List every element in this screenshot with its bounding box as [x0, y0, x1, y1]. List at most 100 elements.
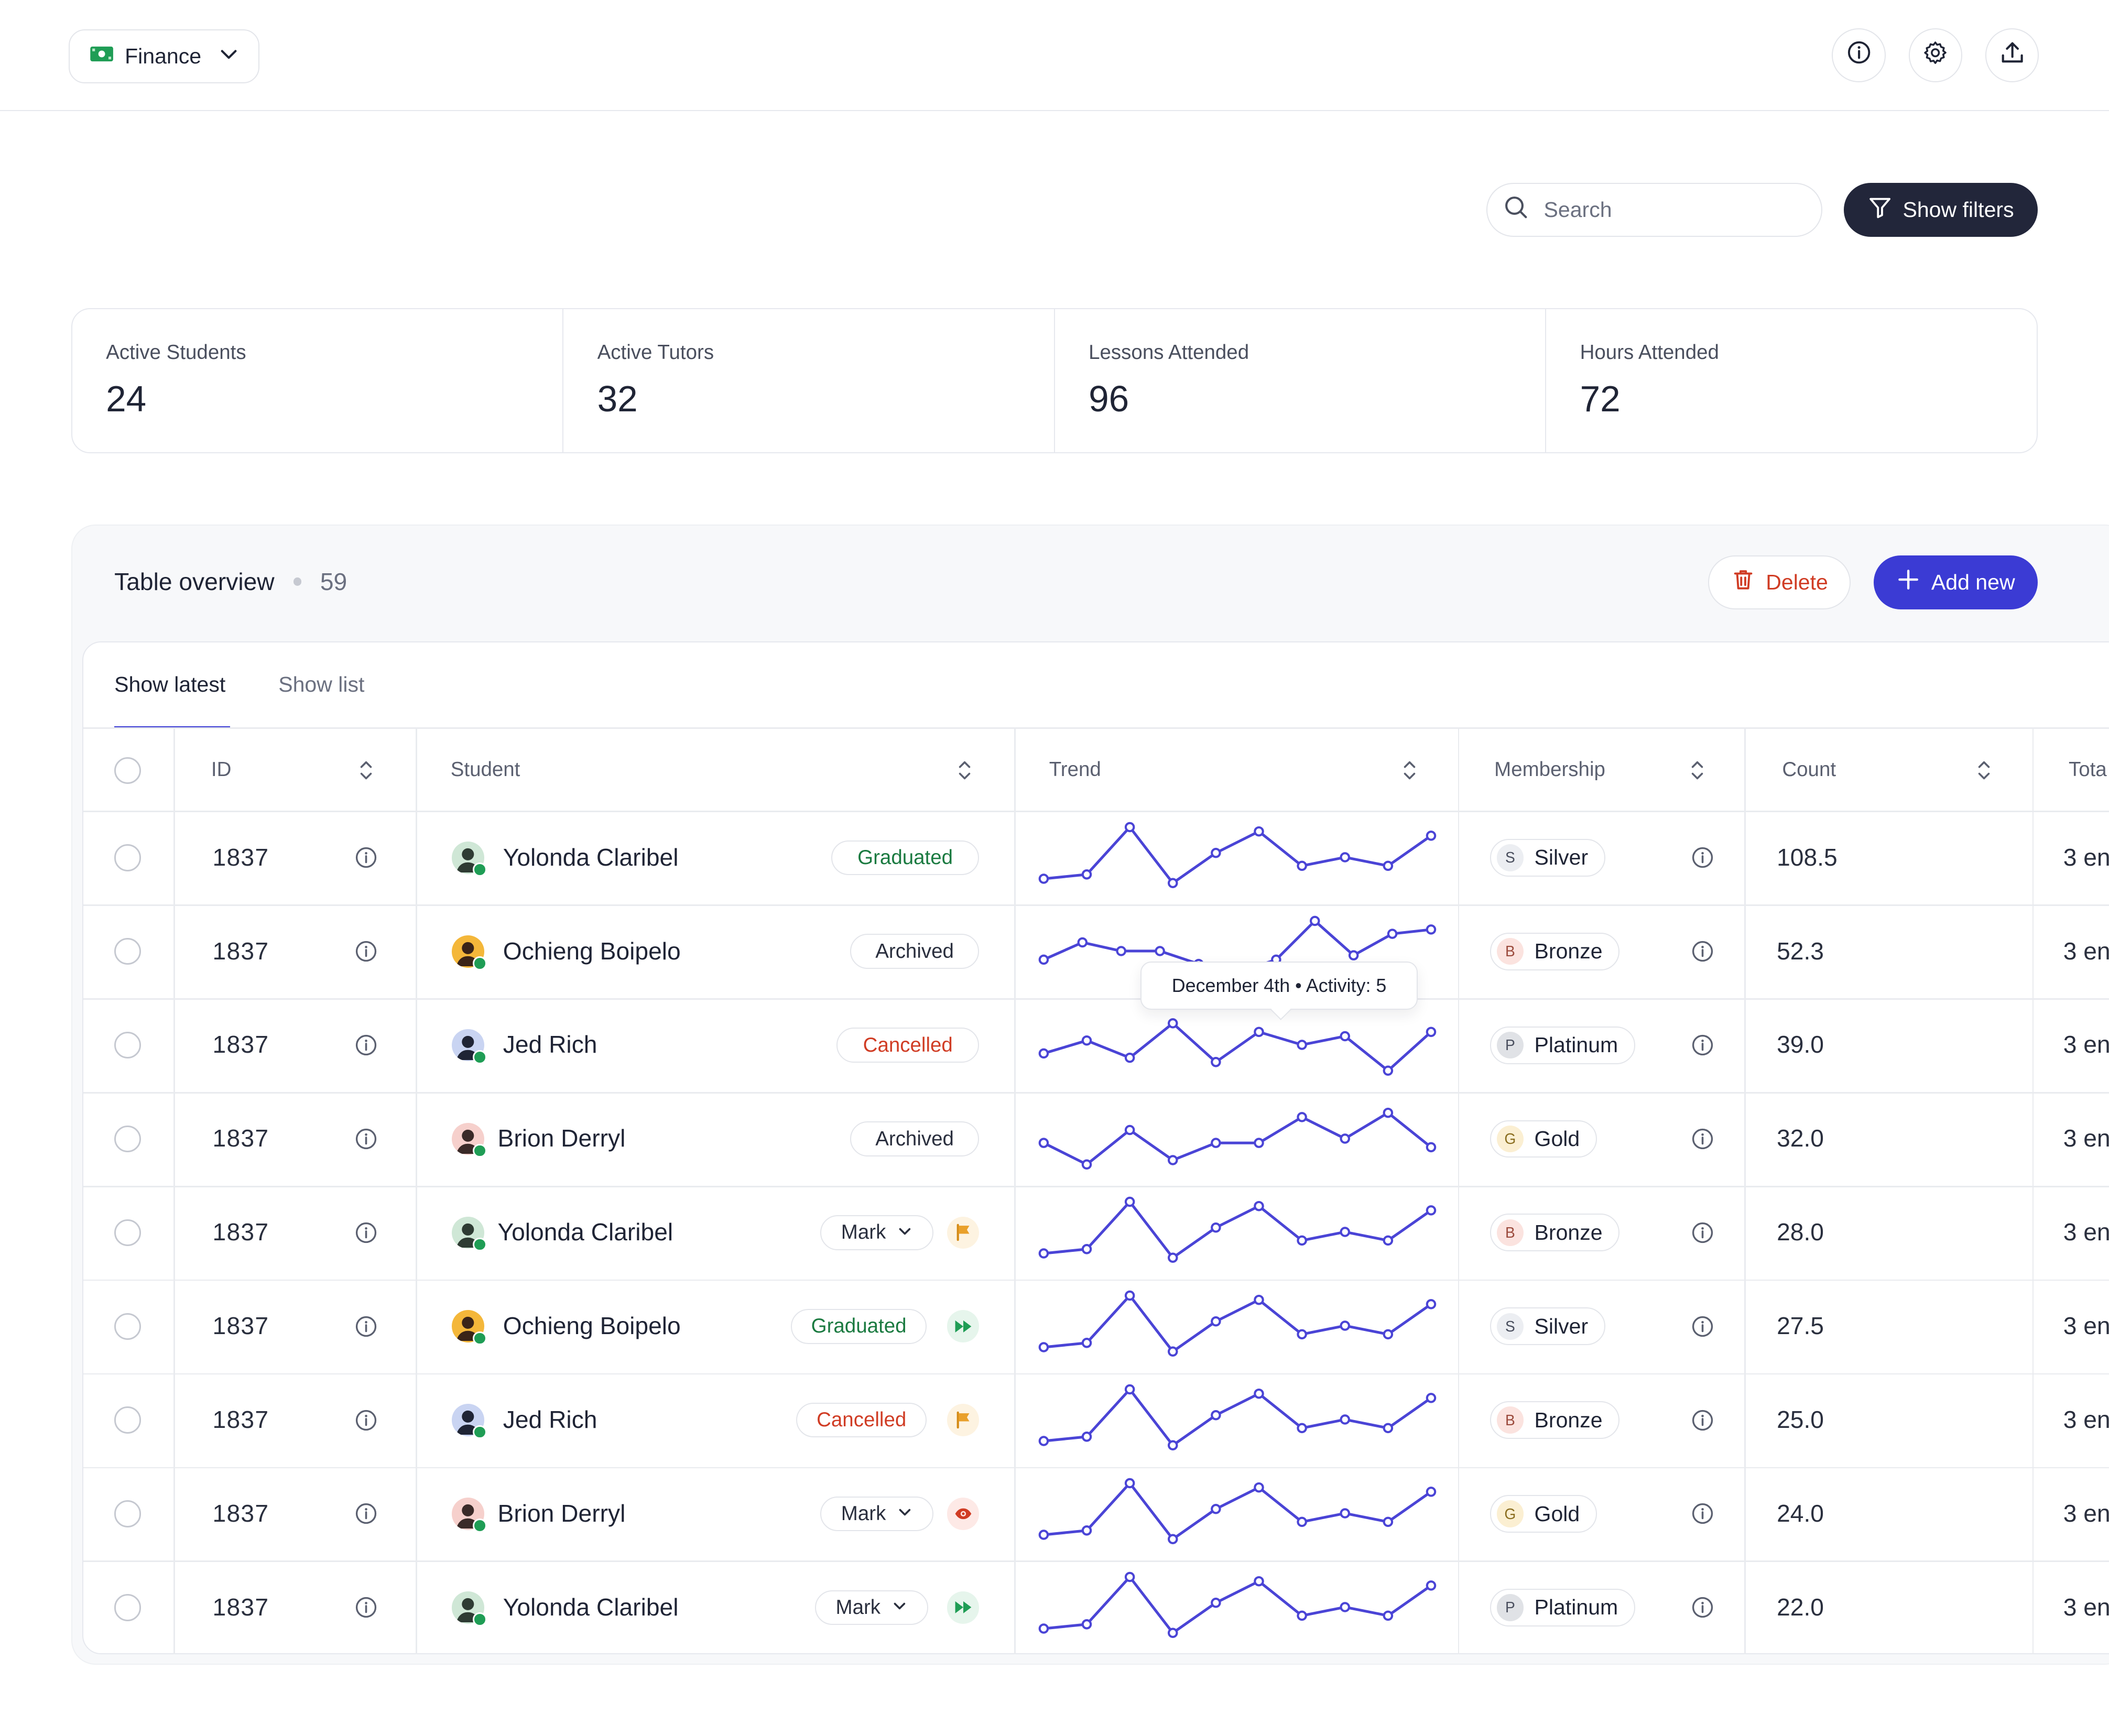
settings-button[interactable] — [1908, 28, 1963, 82]
student-name[interactable]: Ochieng Boipelo — [503, 1312, 681, 1340]
count-value: 39.0 — [1777, 1031, 1824, 1058]
avatar — [452, 1216, 487, 1252]
eye-icon[interactable] — [947, 1498, 980, 1530]
info-icon[interactable] — [1692, 1316, 1713, 1337]
column-header-count[interactable]: Count — [1782, 758, 1836, 781]
trend-point — [1383, 1329, 1394, 1340]
info-icon[interactable] — [355, 847, 377, 868]
trend-point — [1383, 1610, 1394, 1621]
mark-dropdown[interactable]: Mark — [815, 1590, 928, 1625]
stat-label: Active Students — [106, 341, 246, 364]
info-icon[interactable] — [355, 1503, 377, 1524]
student-name[interactable]: Jed Rich — [503, 1405, 597, 1433]
trend-sparkline[interactable] — [1036, 1099, 1439, 1180]
info-icon[interactable] — [1692, 1597, 1713, 1618]
mark-dropdown[interactable]: Mark — [820, 1215, 933, 1250]
info-icon[interactable] — [355, 1222, 377, 1243]
fast-forward-icon[interactable] — [947, 1591, 980, 1624]
info-icon[interactable] — [355, 1410, 377, 1431]
row-checkbox[interactable] — [114, 1594, 142, 1621]
mark-label: Mark — [841, 1502, 886, 1525]
mark-dropdown[interactable]: Mark — [820, 1496, 933, 1532]
row-checkbox[interactable] — [114, 1219, 142, 1247]
tab-show-latest[interactable]: Show latest — [114, 672, 226, 697]
tab-show-list[interactable]: Show list — [278, 672, 365, 697]
sort-icon[interactable] — [954, 758, 975, 788]
delete-button[interactable]: Delete — [1708, 555, 1851, 609]
trend-sparkline[interactable] — [1036, 1567, 1439, 1648]
trend-sparkline[interactable] — [1036, 1380, 1439, 1460]
trend-point — [1168, 1534, 1178, 1545]
stat-lessons-attended: Lessons Attended 96 — [1055, 309, 1547, 452]
count-value: 28.0 — [1777, 1218, 1824, 1246]
row-checkbox[interactable] — [114, 938, 142, 965]
info-icon[interactable] — [355, 941, 377, 962]
add-new-button[interactable]: Add new — [1873, 555, 2038, 609]
info-icon[interactable] — [355, 1128, 377, 1150]
info-button[interactable] — [1832, 28, 1886, 82]
info-icon[interactable] — [1692, 1222, 1713, 1243]
student-name[interactable]: Yolonda Claribel — [503, 843, 679, 871]
student-name[interactable]: Yolonda Claribel — [503, 1593, 679, 1621]
show-filters-button[interactable]: Show filters — [1844, 183, 2038, 237]
trend-point — [1340, 1414, 1351, 1425]
student-name[interactable]: Jed Rich — [503, 1031, 597, 1058]
trend-point — [1254, 1576, 1264, 1587]
column-header-trend[interactable]: Trend — [1049, 758, 1101, 781]
trend-point — [1310, 915, 1320, 926]
row-checkbox[interactable] — [114, 1031, 142, 1059]
info-icon[interactable] — [1692, 1034, 1713, 1056]
trend-point — [1124, 822, 1135, 833]
row-checkbox[interactable] — [114, 1125, 142, 1153]
column-header-membership[interactable]: Membership — [1494, 758, 1605, 781]
student-name[interactable]: Brion Derryl — [497, 1124, 626, 1152]
search-box[interactable] — [1486, 183, 1823, 237]
student-name[interactable]: Ochieng Boipelo — [503, 937, 681, 965]
column-header-total[interactable]: Tota — [2068, 758, 2107, 781]
student-name[interactable]: Yolonda Claribel — [497, 1218, 673, 1246]
trend-point — [1348, 950, 1359, 960]
info-icon[interactable] — [1692, 1503, 1713, 1524]
info-icon[interactable] — [355, 1034, 377, 1056]
trend-sparkline[interactable] — [1036, 1473, 1439, 1554]
trend-sparkline[interactable] — [1036, 1192, 1439, 1273]
trend-point — [1081, 1525, 1092, 1536]
student-name[interactable]: Brion Derryl — [497, 1499, 626, 1527]
tier-initial: P — [1496, 1031, 1524, 1059]
export-button[interactable] — [1985, 28, 2039, 82]
status-badge: Cancelled — [796, 1402, 927, 1438]
row-checkbox[interactable] — [114, 1406, 142, 1434]
trend-sparkline[interactable] — [1036, 1005, 1439, 1086]
membership-label: Platinum — [1534, 1033, 1618, 1057]
sort-icon[interactable] — [1399, 758, 1420, 788]
row-checkbox[interactable] — [114, 1500, 142, 1527]
row-checkbox[interactable] — [114, 844, 142, 871]
info-icon[interactable] — [355, 1597, 377, 1618]
trend-point — [1081, 1338, 1092, 1348]
flag-icon[interactable] — [947, 1216, 980, 1249]
select-all-checkbox[interactable] — [114, 757, 142, 784]
table-title: Table overview 59 — [114, 567, 347, 596]
sort-icon[interactable] — [1687, 758, 1708, 788]
trend-sparkline[interactable] — [1036, 1286, 1439, 1367]
info-icon[interactable] — [355, 1316, 377, 1337]
sort-icon[interactable] — [1973, 758, 1995, 788]
trend-point — [1383, 860, 1394, 871]
column-header-student[interactable]: Student — [450, 758, 520, 781]
trend-sparkline[interactable] — [1036, 817, 1439, 898]
membership-label: Gold — [1534, 1127, 1580, 1151]
sort-icon[interactable] — [355, 758, 377, 788]
info-icon[interactable] — [1692, 941, 1713, 962]
workspace-switcher[interactable]: Finance — [68, 29, 260, 84]
info-icon[interactable] — [1692, 1128, 1713, 1150]
search-input[interactable] — [1541, 196, 1802, 224]
row-checkbox[interactable] — [114, 1313, 142, 1340]
tier-initial: G — [1496, 1500, 1524, 1527]
column-header-id[interactable]: ID — [211, 758, 232, 781]
fast-forward-icon[interactable] — [947, 1310, 980, 1343]
membership-badge: P Platinum — [1490, 1588, 1636, 1626]
flag-icon[interactable] — [947, 1404, 980, 1436]
info-icon[interactable] — [1692, 1410, 1713, 1431]
trend-point — [1081, 1159, 1092, 1170]
info-icon[interactable] — [1692, 847, 1713, 868]
